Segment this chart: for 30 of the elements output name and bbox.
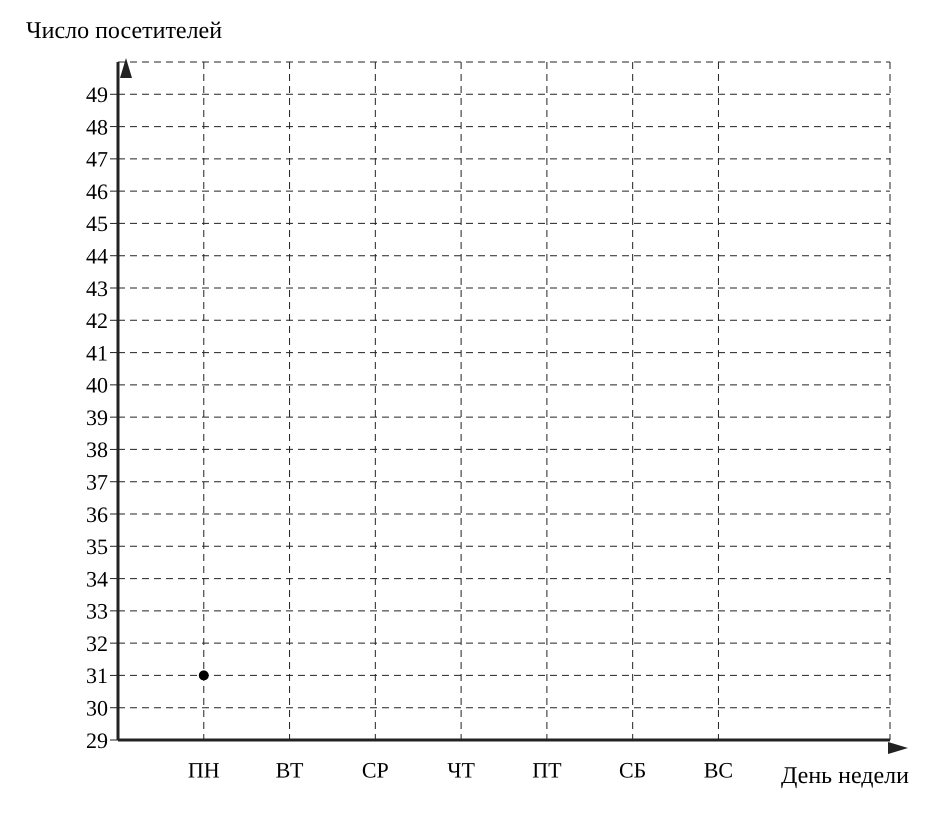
x-axis-title: День недели	[781, 763, 909, 790]
x-tick-label: ПТ	[532, 758, 562, 783]
y-tick-label: 38	[86, 437, 108, 462]
y-tick-label: 46	[86, 178, 108, 204]
y-tick-label: 31	[86, 663, 108, 688]
y-tick-label: 39	[86, 404, 108, 430]
x-tick-label: ВС	[704, 758, 734, 783]
x-tick-label: ЧТ	[447, 758, 476, 783]
y-tick-label: 48	[86, 114, 108, 140]
y-tick-label: 33	[86, 598, 108, 624]
x-tick-label: СР	[362, 758, 389, 783]
y-tick-label: 40	[86, 372, 108, 398]
x-tick-label: ПН	[188, 758, 220, 783]
y-tick-label: 30	[86, 696, 108, 721]
y-tick-label: 42	[86, 308, 108, 334]
y-tick-label: 34	[86, 566, 108, 592]
x-tick-label: ВТ	[276, 758, 304, 783]
y-tick-label: 47	[86, 146, 108, 172]
y-tick-label: 29	[86, 728, 108, 753]
y-axis-title: Число посетителей	[26, 18, 222, 45]
x-tick-label: СБ	[619, 758, 646, 783]
y-tick-label: 43	[86, 276, 108, 301]
y-tick-label: 35	[86, 534, 108, 560]
y-tick-label: 32	[86, 630, 108, 656]
y-tick-label: 44	[86, 244, 108, 269]
y-tick-label: 41	[86, 340, 108, 366]
y-tick-label: 36	[86, 502, 108, 527]
y-tick-label: 45	[86, 211, 108, 236]
y-tick-label: 37	[86, 470, 108, 495]
y-tick-label: 49	[86, 82, 108, 108]
